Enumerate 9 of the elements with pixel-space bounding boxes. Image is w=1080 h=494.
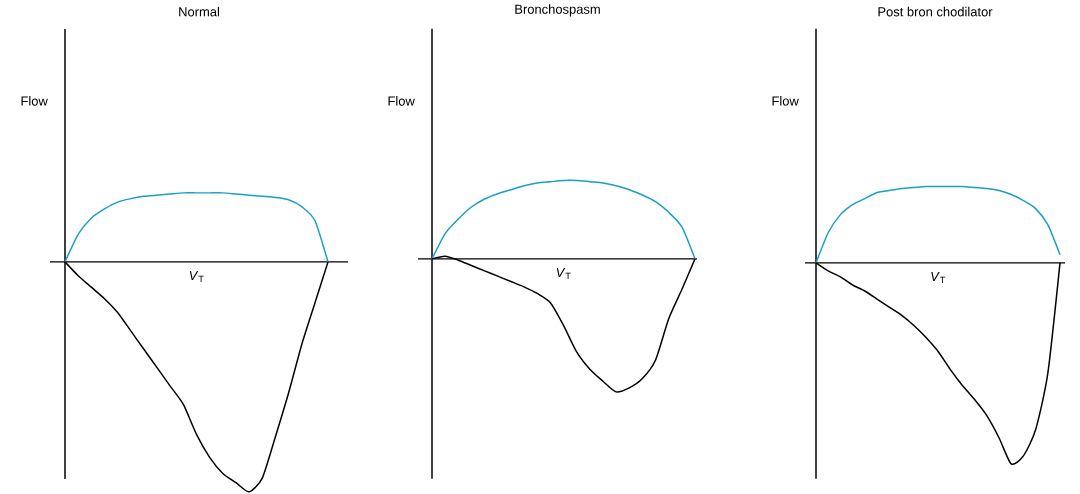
chart-title: Post bron chodilator — [878, 6, 993, 17]
y-axis-title: Flow — [21, 96, 48, 106]
chart-title: Bronchospasm — [515, 4, 600, 17]
chart-title: Normal — [179, 6, 220, 17]
x-axis-title: V$_{T}$ — [189, 271, 204, 283]
x-axis-title: V$_{T}$ — [556, 268, 571, 280]
x-axis-title: V$_{T}$ — [931, 272, 946, 284]
y-axis-title: Flow — [772, 96, 799, 106]
y-axis-title: Flow — [388, 96, 415, 106]
